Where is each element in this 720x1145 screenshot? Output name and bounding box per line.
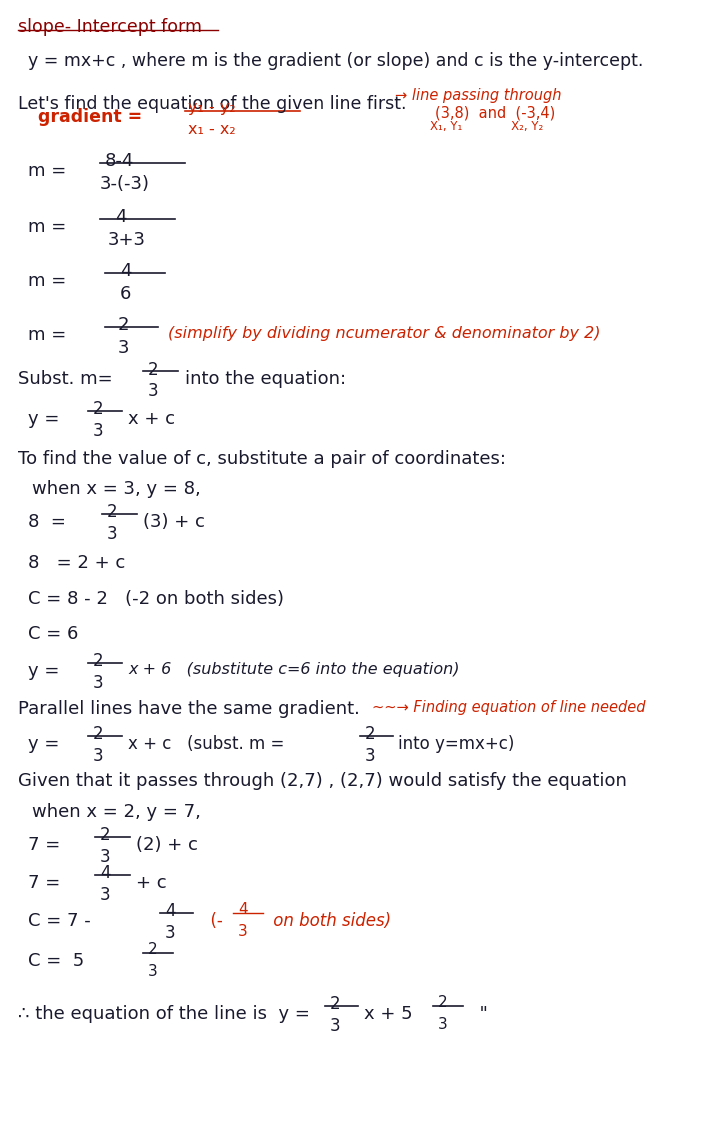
Text: x₁ - x₂: x₁ - x₂ [188, 123, 235, 137]
Text: 3: 3 [100, 886, 111, 905]
Text: m =: m = [28, 161, 66, 180]
Text: 3-(-3): 3-(-3) [100, 175, 150, 194]
Text: 3: 3 [165, 924, 176, 942]
Text: x + 6   (substitute c=6 into the equation): x + 6 (substitute c=6 into the equation) [128, 662, 459, 677]
Text: → line passing through: → line passing through [395, 88, 562, 103]
Text: 8  =: 8 = [28, 513, 66, 531]
Text: 4: 4 [115, 208, 127, 226]
Text: 8-4: 8-4 [105, 152, 135, 169]
Text: To find the value of c, substitute a pair of coordinates:: To find the value of c, substitute a pai… [18, 450, 506, 468]
Text: Given that it passes through (2,7) , (2,7) would satisfy the equation: Given that it passes through (2,7) , (2,… [18, 772, 627, 790]
Text: y =: y = [28, 735, 59, 753]
Text: Parallel lines have the same gradient.: Parallel lines have the same gradient. [18, 700, 360, 718]
Text: C = 7 -: C = 7 - [28, 913, 91, 930]
Text: 2: 2 [148, 361, 158, 379]
Text: 3: 3 [93, 747, 104, 765]
Text: 8   = 2 + c: 8 = 2 + c [28, 554, 125, 572]
Text: (3,8)  and  (-3,4): (3,8) and (-3,4) [435, 105, 555, 120]
Text: 4: 4 [100, 864, 110, 882]
Text: 2: 2 [118, 316, 130, 334]
Text: 3: 3 [148, 382, 158, 400]
Text: (2) + c: (2) + c [136, 836, 198, 854]
Text: 2: 2 [365, 725, 376, 743]
Text: y = mx+c , where m is the gradient (or slope) and c is the y-intercept.: y = mx+c , where m is the gradient (or s… [28, 52, 644, 70]
Text: X₁, Y₁             X₂, Y₂: X₁, Y₁ X₂, Y₂ [430, 120, 544, 133]
Text: x + c   (subst. m =: x + c (subst. m = [128, 735, 284, 753]
Text: m =: m = [28, 218, 66, 236]
Text: ∴ the equation of the line is  y =: ∴ the equation of the line is y = [18, 1005, 310, 1022]
Text: 3: 3 [93, 674, 104, 692]
Text: m =: m = [28, 326, 66, 344]
Text: (simplify by dividing ncumerator & denominator by 2): (simplify by dividing ncumerator & denom… [168, 326, 600, 341]
Text: into the equation:: into the equation: [185, 370, 346, 388]
Text: x + c: x + c [128, 410, 175, 428]
Text: 2: 2 [148, 942, 158, 957]
Text: 3: 3 [107, 526, 117, 543]
Text: 3: 3 [93, 423, 104, 440]
Text: 2: 2 [438, 995, 448, 1010]
Text: 3: 3 [100, 848, 111, 866]
Text: when x = 3, y = 8,: when x = 3, y = 8, [32, 480, 201, 498]
Text: when x = 2, y = 7,: when x = 2, y = 7, [32, 803, 201, 821]
Text: 3: 3 [330, 1017, 341, 1035]
Text: 4: 4 [165, 902, 176, 919]
Text: 6: 6 [120, 285, 131, 303]
Text: 3: 3 [118, 339, 130, 357]
Text: slope- Intercept form: slope- Intercept form [18, 18, 202, 35]
Text: m =: m = [28, 273, 66, 290]
Text: 3+3: 3+3 [108, 231, 146, 248]
Text: 4: 4 [120, 262, 132, 281]
Text: y₁ - y₂: y₁ - y₂ [188, 100, 235, 115]
Text: + c: + c [136, 874, 166, 892]
Text: into y=mx+c): into y=mx+c) [398, 735, 514, 753]
Text: 2: 2 [93, 725, 104, 743]
Text: on both sides): on both sides) [268, 913, 391, 930]
Text: Let's find the equation of the given line first.: Let's find the equation of the given lin… [18, 95, 407, 113]
Text: 4: 4 [238, 902, 248, 917]
Text: ∼∼→ Finding equation of line needed: ∼∼→ Finding equation of line needed [372, 700, 646, 714]
Text: 3: 3 [148, 964, 158, 979]
Text: 7 =: 7 = [28, 874, 60, 892]
Text: (-: (- [200, 913, 222, 930]
Text: 3: 3 [365, 747, 376, 765]
Text: ": " [468, 1005, 488, 1022]
Text: 7 =: 7 = [28, 836, 60, 854]
Text: Subst. m=: Subst. m= [18, 370, 112, 388]
Text: 2: 2 [330, 995, 341, 1013]
Text: x + 5: x + 5 [364, 1005, 413, 1022]
Text: y =: y = [28, 662, 59, 680]
Text: C = 8 - 2   (-2 on both sides): C = 8 - 2 (-2 on both sides) [28, 590, 284, 608]
Text: (3) + c: (3) + c [143, 513, 205, 531]
Text: y =: y = [28, 410, 59, 428]
Text: C = 6: C = 6 [28, 625, 78, 643]
Text: C =  5: C = 5 [28, 951, 84, 970]
Text: 3: 3 [238, 924, 248, 939]
Text: gradient =: gradient = [38, 108, 143, 126]
Text: 2: 2 [107, 503, 117, 521]
Text: 2: 2 [93, 652, 104, 670]
Text: 3: 3 [438, 1017, 448, 1032]
Text: 2: 2 [93, 400, 104, 418]
Text: 2: 2 [100, 826, 111, 844]
